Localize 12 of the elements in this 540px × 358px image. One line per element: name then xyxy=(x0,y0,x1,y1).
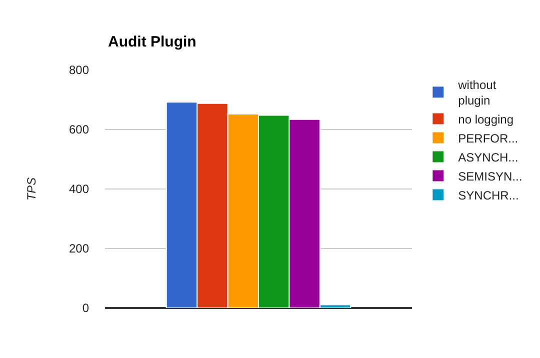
y-tick-label: 800 xyxy=(68,63,90,78)
chart-title: Audit Plugin xyxy=(108,33,196,50)
legend-label: SEMISYN... xyxy=(458,169,522,184)
legend-label: PERFOR... xyxy=(458,131,518,146)
y-tick-label: 400 xyxy=(68,182,90,196)
legend-label: SYNCHR... xyxy=(458,188,519,202)
y-axis-title: TPS xyxy=(24,177,38,201)
y-tick-label: 0 xyxy=(82,301,90,316)
legend-label: ASYNCH... xyxy=(458,150,518,164)
legend-label: no logging xyxy=(458,112,514,126)
y-tick-label: 600 xyxy=(68,122,90,137)
y-tick-label: 200 xyxy=(68,242,90,256)
